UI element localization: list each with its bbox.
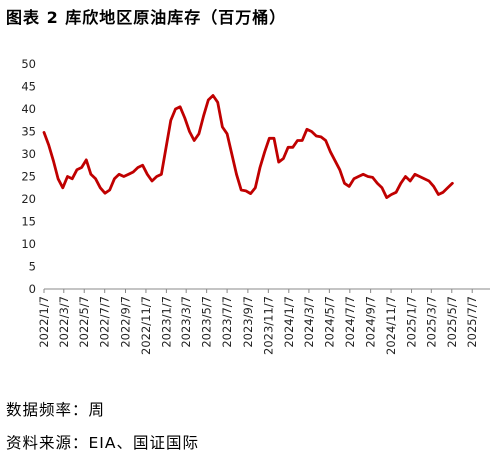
data-frequency-note: 数据频率：周 bbox=[6, 401, 106, 419]
y-tick-label: 50 bbox=[21, 57, 36, 71]
x-tick-label: 2024/3/7 bbox=[302, 296, 316, 348]
x-tick-label: 2024/1/7 bbox=[282, 296, 296, 348]
x-axis-tick-marks bbox=[43, 289, 473, 293]
x-tick-label: 2023/9/7 bbox=[241, 296, 255, 348]
x-tick-label: 2025/1/7 bbox=[405, 296, 419, 348]
x-tick-label: 2022/1/7 bbox=[37, 296, 51, 348]
inventory-series-line bbox=[42, 94, 454, 199]
x-tick-label: 2022/5/7 bbox=[77, 296, 91, 348]
y-tick-label: 0 bbox=[29, 282, 36, 296]
y-tick-label: 40 bbox=[21, 102, 36, 116]
y-tick-label: 25 bbox=[21, 170, 36, 184]
x-tick-label: 2022/3/7 bbox=[57, 296, 71, 348]
x-tick-label: 2024/5/7 bbox=[322, 296, 336, 348]
y-tick-label: 20 bbox=[21, 192, 36, 206]
x-tick-label: 2024/7/7 bbox=[343, 296, 357, 348]
y-tick-label: 15 bbox=[21, 215, 36, 229]
x-tick-label: 2023/3/7 bbox=[179, 296, 193, 348]
x-tick-label: 2024/9/7 bbox=[364, 296, 378, 348]
y-tick-label: 10 bbox=[21, 237, 36, 251]
y-tick-label: 45 bbox=[21, 80, 36, 94]
x-tick-label: 2025/3/7 bbox=[424, 296, 438, 348]
x-tick-label: 2025/5/7 bbox=[445, 296, 459, 348]
chart-title: 图表 2 库欣地区原油库存（百万桶） bbox=[6, 8, 287, 27]
x-tick-label: 2023/7/7 bbox=[220, 296, 234, 348]
x-tick-label: 2025/7/7 bbox=[465, 296, 479, 348]
x-tick-label: 2023/11/7 bbox=[261, 296, 275, 355]
x-tick-label: 2024/11/7 bbox=[384, 296, 398, 355]
x-tick-label: 2022/7/7 bbox=[98, 296, 112, 348]
y-axis-ticks: 0 5 10 15 20 25 30 35 40 45 50 bbox=[21, 57, 36, 296]
y-tick-label: 30 bbox=[21, 147, 36, 161]
x-tick-label: 2022/11/7 bbox=[139, 296, 153, 355]
x-axis-ticks: 2022/1/7 2022/3/7 2022/5/7 2022/7/7 2022/9/7… bbox=[37, 296, 479, 355]
y-tick-label: 35 bbox=[21, 125, 36, 139]
data-source-note: 资料来源：EIA、国证国际 bbox=[6, 434, 199, 452]
x-tick-label: 2023/1/7 bbox=[159, 296, 173, 348]
y-tick-label: 5 bbox=[29, 260, 36, 274]
x-tick-label: 2023/5/7 bbox=[200, 296, 214, 348]
x-tick-label: 2022/9/7 bbox=[118, 296, 132, 348]
